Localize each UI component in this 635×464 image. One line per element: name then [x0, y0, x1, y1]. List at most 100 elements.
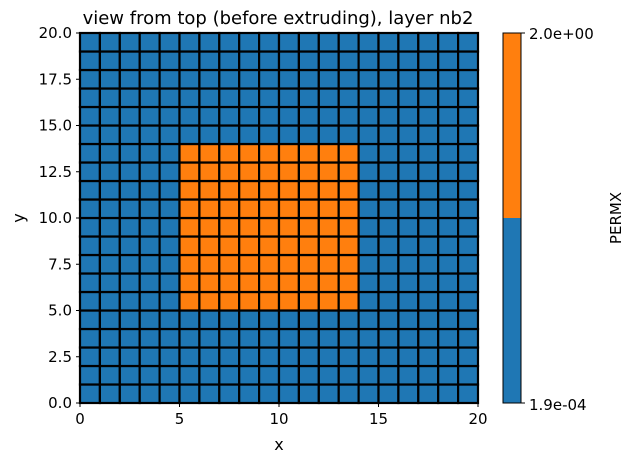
grid-cell: [457, 364, 480, 386]
grid-cell: [277, 346, 300, 368]
grid-cell: [457, 235, 480, 257]
grid-cell: [277, 68, 300, 90]
grid-cell: [317, 179, 340, 201]
x-tick-label: 10: [269, 410, 288, 428]
grid-cell: [98, 105, 121, 127]
grid-cell: [238, 124, 261, 146]
grid-cell: [437, 124, 460, 146]
grid-cell: [98, 290, 121, 312]
grid-cell: [437, 87, 460, 109]
grid-cell: [118, 309, 141, 331]
grid-cell: [218, 290, 241, 312]
grid-cell: [357, 309, 380, 331]
grid-cell: [218, 253, 241, 275]
grid-cell: [238, 272, 261, 294]
grid-cell: [258, 198, 281, 220]
grid-cell: [377, 216, 400, 238]
grid-cell: [138, 235, 161, 257]
grid-cell: [178, 50, 201, 72]
grid-cell: [317, 327, 340, 349]
grid-cell: [457, 124, 480, 146]
grid-cell: [198, 272, 221, 294]
grid-cell: [457, 50, 480, 72]
grid-cell: [337, 364, 360, 386]
grid-cell: [158, 31, 181, 53]
grid-cell: [377, 383, 400, 405]
grid-cell: [417, 235, 440, 257]
x-tick-label: 15: [369, 410, 388, 428]
grid-cell: [457, 290, 480, 312]
grid-cell: [317, 87, 340, 109]
grid-cell: [118, 179, 141, 201]
grid-cell: [317, 216, 340, 238]
grid-cell: [138, 272, 161, 294]
grid-cell: [377, 124, 400, 146]
grid-cell: [198, 216, 221, 238]
grid-cell: [238, 383, 261, 405]
grid-cell: [277, 105, 300, 127]
grid-cell: [178, 290, 201, 312]
grid-cell: [397, 364, 420, 386]
grid-cell: [357, 179, 380, 201]
grid-cell: [138, 327, 161, 349]
grid-cell: [337, 346, 360, 368]
grid-cell: [417, 161, 440, 183]
grid-cell: [297, 346, 320, 368]
grid-cell: [98, 68, 121, 90]
grid-cell: [377, 272, 400, 294]
grid-cell: [337, 142, 360, 164]
grid-cell: [377, 235, 400, 257]
grid-cell: [258, 179, 281, 201]
grid-cell: [158, 87, 181, 109]
grid-cell: [138, 179, 161, 201]
y-tick-label: 10.0: [39, 209, 72, 227]
grid-cell: [218, 235, 241, 257]
grid-cell: [457, 198, 480, 220]
grid-cell: [397, 198, 420, 220]
grid-cell: [258, 383, 281, 405]
colorbar-frame: [502, 32, 522, 404]
grid-cell: [397, 124, 420, 146]
grid-cell: [198, 309, 221, 331]
grid-cell: [238, 161, 261, 183]
grid-cell: [317, 253, 340, 275]
grid-cell: [78, 290, 101, 312]
grid-cell: [118, 68, 141, 90]
grid-cell: [437, 142, 460, 164]
grid-cell: [238, 31, 261, 53]
grid-cell: [198, 50, 221, 72]
grid-cell: [297, 87, 320, 109]
grid-cell: [377, 142, 400, 164]
grid-cell: [158, 68, 181, 90]
grid-cell: [198, 124, 221, 146]
grid-cell: [357, 272, 380, 294]
grid-cell: [417, 124, 440, 146]
grid-cell: [417, 216, 440, 238]
grid-cell: [178, 346, 201, 368]
grid-cell: [277, 87, 300, 109]
grid-cell: [118, 142, 141, 164]
grid-cell: [98, 383, 121, 405]
grid-cell: [277, 216, 300, 238]
grid-cell: [337, 309, 360, 331]
grid-cell: [198, 179, 221, 201]
grid-cell: [158, 309, 181, 331]
grid-cell: [297, 31, 320, 53]
grid-cell: [297, 198, 320, 220]
grid-cell: [178, 87, 201, 109]
grid-cell: [238, 253, 261, 275]
grid-cell: [357, 68, 380, 90]
grid-cell: [238, 179, 261, 201]
grid-cell: [417, 179, 440, 201]
grid-cell: [337, 327, 360, 349]
grid-cell: [317, 142, 340, 164]
grid-cell: [297, 105, 320, 127]
grid-cell: [98, 253, 121, 275]
grid-cell: [377, 105, 400, 127]
grid-cell: [98, 179, 121, 201]
grid-cell: [417, 272, 440, 294]
grid-cell: [417, 290, 440, 312]
grid-cell: [218, 364, 241, 386]
grid-cell: [437, 364, 460, 386]
grid-cell: [277, 327, 300, 349]
